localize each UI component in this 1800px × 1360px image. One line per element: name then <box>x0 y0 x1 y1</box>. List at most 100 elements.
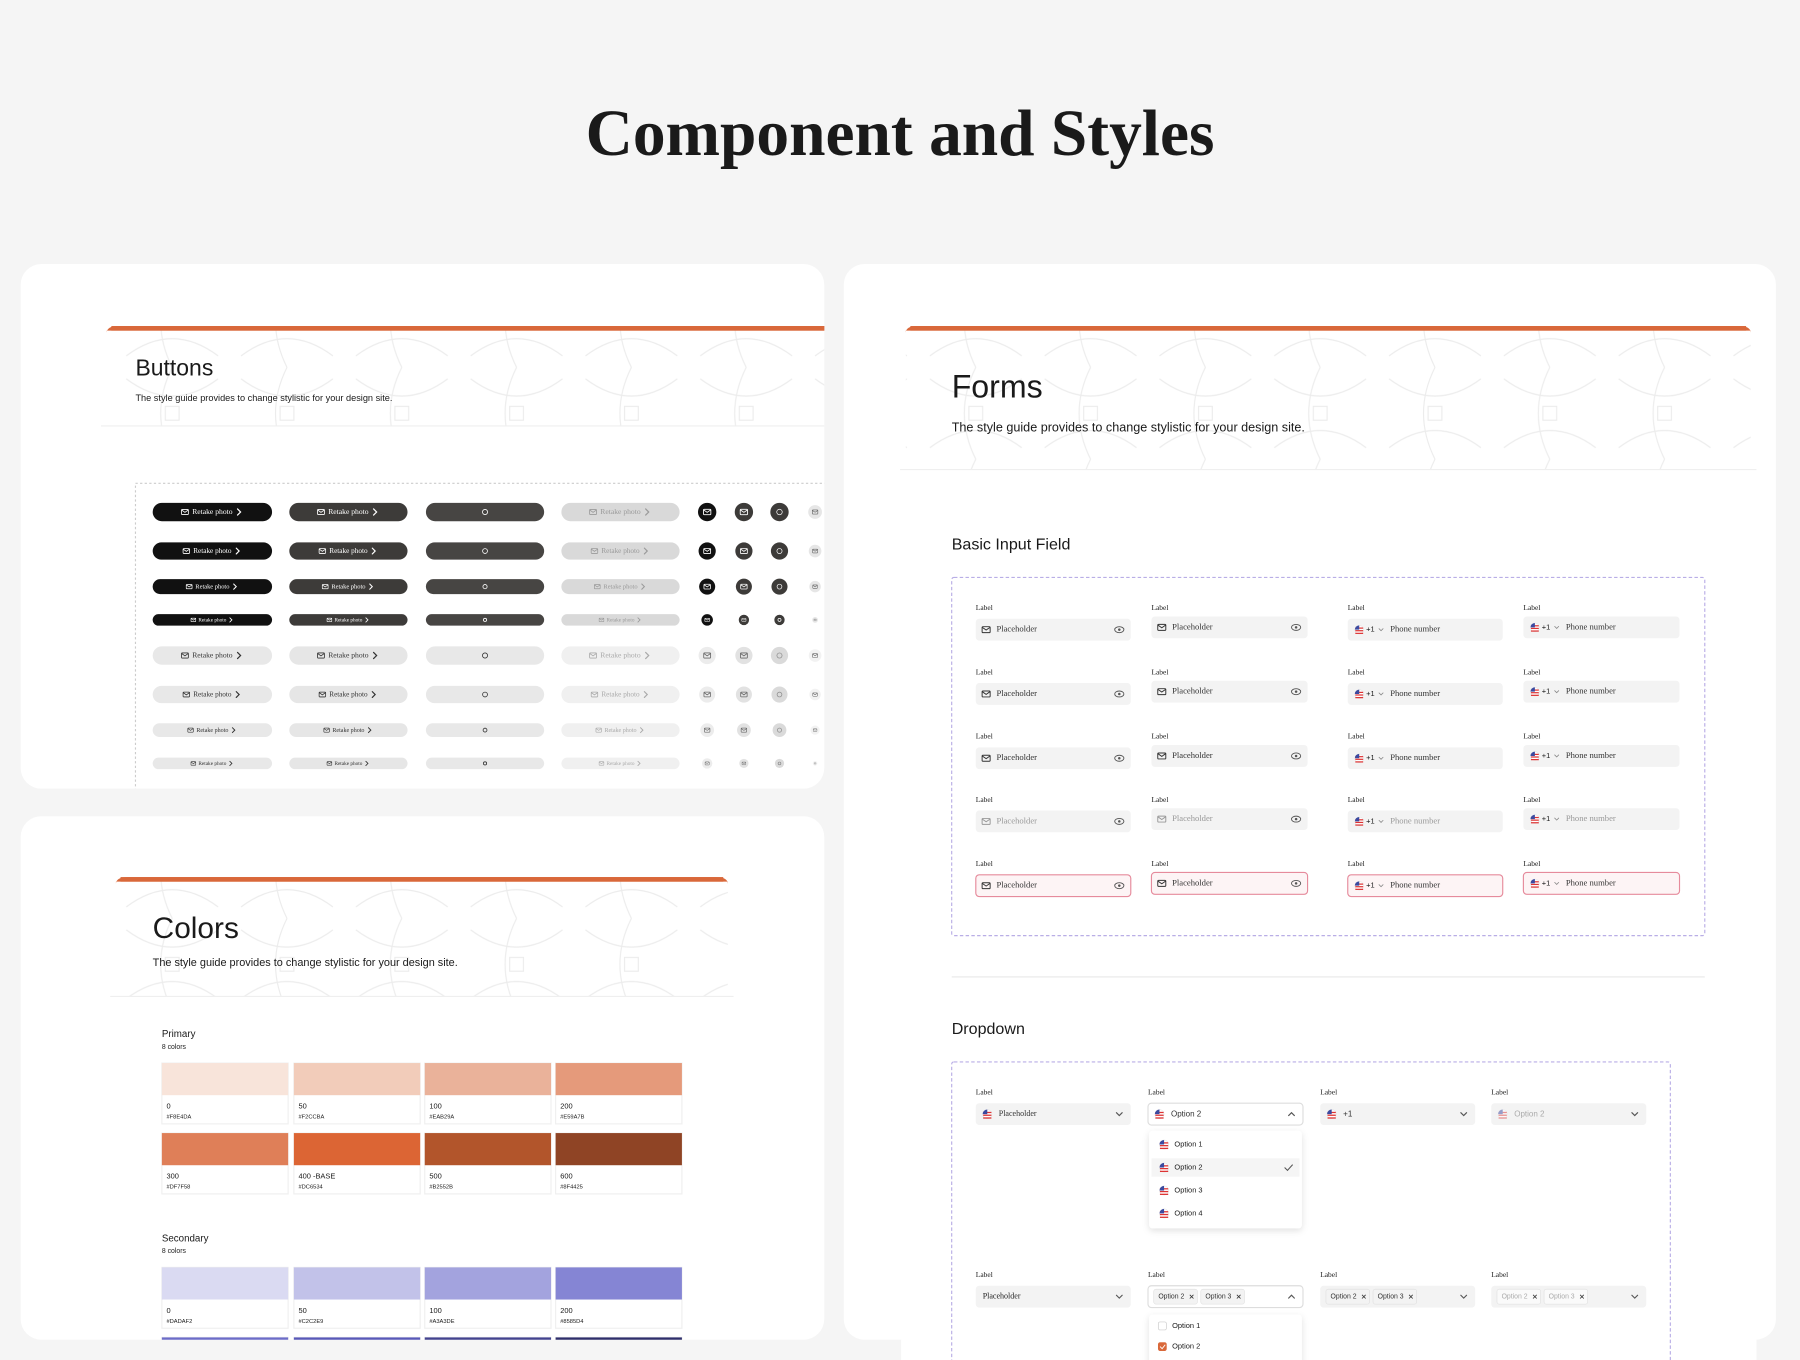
button[interactable] <box>561 542 680 560</box>
dropdown[interactable] <box>1147 1102 1304 1126</box>
chip[interactable] <box>1543 1288 1588 1305</box>
dropdown-option[interactable]: Option 1 <box>1172 1321 1200 1330</box>
chip[interactable] <box>1325 1288 1370 1305</box>
icon-button[interactable] <box>774 758 785 769</box>
dropdown-option[interactable]: Option 2 <box>1174 1162 1202 1171</box>
input[interactable] <box>1347 874 1504 898</box>
button-label: Retake photo <box>334 761 362 767</box>
chevron-icon <box>229 617 233 623</box>
input[interactable] <box>1523 680 1680 703</box>
button[interactable] <box>425 542 545 560</box>
button[interactable] <box>152 757 273 770</box>
mail-icon-flap <box>598 618 605 621</box>
eye-icon <box>1291 752 1302 760</box>
button[interactable] <box>425 614 545 626</box>
button[interactable] <box>152 646 273 665</box>
input-label: Label <box>1523 859 1540 868</box>
icon-button[interactable] <box>772 723 787 738</box>
icon-button[interactable] <box>771 686 788 703</box>
icon-button[interactable] <box>770 502 789 522</box>
dropdown-option[interactable]: Option 3 <box>1174 1185 1202 1194</box>
chip[interactable] <box>1200 1288 1245 1305</box>
button[interactable] <box>561 757 680 770</box>
input[interactable] <box>1150 871 1309 895</box>
input-label: Label <box>1151 732 1168 741</box>
dropdown[interactable] <box>975 1285 1131 1308</box>
dropdown-option[interactable]: Option 1 <box>1174 1140 1202 1149</box>
input[interactable] <box>975 810 1131 833</box>
input[interactable] <box>1347 618 1503 641</box>
chip[interactable] <box>1153 1288 1198 1305</box>
button[interactable] <box>152 502 273 522</box>
button[interactable] <box>289 579 408 595</box>
button[interactable] <box>561 685 680 704</box>
flag-icon <box>1354 689 1364 699</box>
chevron-icon <box>1460 1112 1468 1117</box>
input[interactable] <box>975 618 1131 641</box>
button[interactable] <box>289 542 408 560</box>
input[interactable] <box>1347 810 1503 833</box>
button[interactable] <box>561 646 680 665</box>
button[interactable] <box>289 685 408 704</box>
button[interactable] <box>425 757 545 770</box>
dropdown[interactable] <box>1320 1103 1476 1126</box>
button[interactable] <box>561 614 680 626</box>
dropdown[interactable] <box>975 1103 1131 1126</box>
chip[interactable] <box>1372 1288 1417 1305</box>
checkbox[interactable] <box>1157 1321 1167 1331</box>
input[interactable] <box>975 683 1131 705</box>
mail-icon <box>813 728 818 732</box>
button[interactable] <box>425 646 545 665</box>
icon-button[interactable] <box>771 578 788 595</box>
input[interactable] <box>1523 616 1680 639</box>
button[interactable] <box>561 579 680 595</box>
chip[interactable] <box>1496 1288 1541 1305</box>
icon-button[interactable] <box>770 646 789 665</box>
mail-icon <box>704 727 711 733</box>
button[interactable] <box>152 723 273 738</box>
button[interactable] <box>425 579 545 595</box>
button[interactable] <box>425 502 545 522</box>
input[interactable] <box>1151 808 1308 831</box>
icon-button-glyph <box>776 548 783 554</box>
button-icon <box>483 761 488 766</box>
input[interactable] <box>975 747 1131 770</box>
button[interactable] <box>425 685 545 704</box>
input[interactable] <box>1151 745 1308 767</box>
button-label: Retake photo <box>607 761 635 767</box>
input[interactable] <box>1347 747 1503 770</box>
button[interactable] <box>289 723 408 738</box>
checkbox[interactable] <box>1157 1342 1167 1351</box>
button[interactable] <box>289 502 408 522</box>
input[interactable] <box>1523 808 1680 831</box>
dropdown[interactable] <box>1491 1103 1647 1126</box>
icon-button[interactable] <box>774 614 785 626</box>
flag-stripe <box>983 1114 992 1116</box>
button[interactable] <box>152 579 273 595</box>
dropdown-option[interactable]: Option 2 <box>1172 1342 1200 1351</box>
button[interactable] <box>152 542 273 560</box>
input[interactable] <box>975 874 1132 898</box>
button[interactable] <box>561 723 680 738</box>
button-icon <box>482 509 489 515</box>
phone-code: +1 <box>1366 753 1375 762</box>
button[interactable] <box>152 614 273 626</box>
flag-stripe <box>1155 1111 1164 1114</box>
button[interactable] <box>561 502 680 522</box>
button[interactable] <box>289 646 408 665</box>
mail-icon <box>598 761 605 766</box>
input[interactable] <box>1347 683 1503 705</box>
dropdown-option[interactable]: Option 4 <box>1174 1208 1202 1217</box>
input[interactable] <box>1151 680 1308 703</box>
check-icon <box>1159 1344 1166 1350</box>
button[interactable] <box>289 757 408 770</box>
button[interactable] <box>425 723 545 738</box>
chevron-icon <box>1554 817 1560 821</box>
icon-button[interactable] <box>770 542 789 560</box>
input[interactable] <box>1151 616 1308 639</box>
button[interactable] <box>152 685 273 704</box>
input[interactable] <box>1523 745 1680 767</box>
button[interactable] <box>289 614 408 626</box>
input[interactable] <box>1522 871 1681 895</box>
flag-icon <box>1354 753 1364 763</box>
